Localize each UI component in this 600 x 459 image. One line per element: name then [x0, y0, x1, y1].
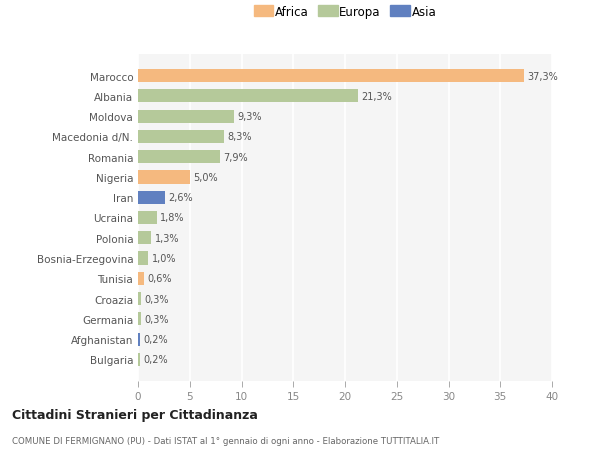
Bar [138, 90, 358, 103]
Bar [138, 70, 524, 83]
Text: 37,3%: 37,3% [527, 72, 558, 81]
Text: 7,9%: 7,9% [223, 152, 247, 162]
Text: 9,3%: 9,3% [238, 112, 262, 122]
Bar [138, 151, 220, 164]
Bar [138, 292, 141, 306]
Text: 1,0%: 1,0% [151, 253, 176, 263]
Text: 0,2%: 0,2% [143, 355, 168, 364]
Text: 1,3%: 1,3% [155, 233, 179, 243]
Bar [138, 110, 234, 123]
Bar [138, 272, 144, 285]
Bar [138, 252, 148, 265]
Bar [138, 171, 190, 184]
Text: 0,2%: 0,2% [143, 334, 168, 344]
Bar [138, 333, 140, 346]
Bar [138, 130, 224, 144]
Text: 5,0%: 5,0% [193, 173, 217, 183]
Text: 0,3%: 0,3% [144, 314, 169, 324]
Text: 1,8%: 1,8% [160, 213, 184, 223]
Bar [138, 353, 140, 366]
Text: 0,6%: 0,6% [148, 274, 172, 284]
Text: Cittadini Stranieri per Cittadinanza: Cittadini Stranieri per Cittadinanza [12, 409, 258, 421]
Text: 8,3%: 8,3% [227, 132, 251, 142]
Bar [138, 313, 141, 326]
Bar [138, 191, 165, 204]
Text: 21,3%: 21,3% [362, 92, 392, 102]
Bar [138, 212, 157, 224]
Text: COMUNE DI FERMIGNANO (PU) - Dati ISTAT al 1° gennaio di ogni anno - Elaborazione: COMUNE DI FERMIGNANO (PU) - Dati ISTAT a… [12, 436, 439, 445]
Text: 2,6%: 2,6% [168, 193, 193, 203]
Bar [138, 232, 151, 245]
Legend: Africa, Europa, Asia: Africa, Europa, Asia [250, 2, 440, 22]
Text: 0,3%: 0,3% [144, 294, 169, 304]
